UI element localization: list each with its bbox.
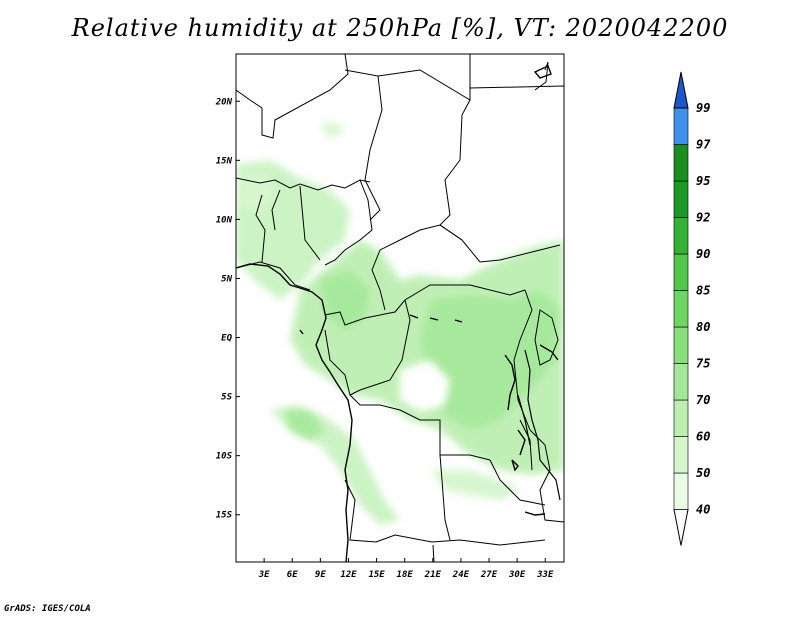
y-tick-label: 10S [216,452,233,462]
map-frame [235,53,565,563]
x-tick-label: 12E [340,570,357,580]
grads-credit: GrADS: IGES/COLA [4,604,91,614]
x-tick-label: 6E [287,570,298,580]
colorbar-segment [673,326,689,364]
colorbar-segment [673,399,689,437]
colorbar-segment [673,363,689,401]
x-tick-label: 3E [258,570,270,580]
y-tick-label: 5S [221,393,232,403]
humidity-dry-hole-2 [365,418,410,470]
y-tick-label: 20N [215,97,233,107]
colorbar-label: 90 [696,247,710,261]
y-tick-label: 15S [216,511,233,521]
y-tick-label: 10N [216,215,233,225]
y-axis-ticks: 20N 15N 10N 5N EQ 5S 10S 15S [215,97,240,521]
colorbar-segment [673,436,689,474]
colorbar-label: 85 [696,284,710,298]
humidity-core-2 [320,270,370,330]
colorbar-label: 40 [696,503,710,517]
y-tick-label: 15N [216,156,233,166]
colorbar: 40 50 60 70 75 80 85 90 92 95 97 99 [673,71,711,546]
y-tick-label: 5N [221,274,232,284]
humidity-region-north-patch [320,122,345,138]
colorbar-label: 92 [696,211,710,225]
colorbar-segment [673,217,689,255]
x-tick-label: 18E [397,570,414,580]
colorbar-segment [673,180,689,218]
colorbar-label: 50 [696,466,710,480]
colorbar-segment [673,107,689,145]
colorbar-over-arrow [673,71,689,109]
country-borders [236,54,564,562]
humidity-dry-hole [400,360,450,412]
colorbar-label: 60 [696,430,710,444]
x-tick-label: 24E [452,570,470,580]
x-axis-ticks: 3E 6E 9E 12E 15E 18E 21E 24E 27E 30E 33E [258,558,554,580]
x-tick-label: 9E [315,570,326,580]
colorbar-segment [673,290,689,328]
x-tick-label: 33E [536,570,554,580]
coastline [236,65,561,562]
humidity-core-3 [285,410,325,440]
colorbar-label: 70 [696,393,710,407]
y-tick-label: EQ [221,334,232,344]
colorbar-label: 80 [696,320,710,334]
colorbar-segment [673,144,689,182]
colorbar-under-arrow [673,509,689,546]
colorbar-label: 97 [696,138,711,152]
x-tick-label: 21E [424,570,442,580]
x-tick-label: 30E [508,570,526,580]
colorbar-label: 99 [696,101,710,115]
humidity-shading [236,122,564,525]
colorbar-label: 75 [696,357,710,371]
map-title: Relative humidity at 250hPa [%], VT: 202… [71,14,729,42]
colorbar-segment [673,472,689,510]
humidity-region-southeast [430,470,520,500]
humidity-region-northwest [236,170,275,215]
colorbar-segment [673,253,689,291]
colorbar-label: 95 [696,174,710,188]
x-tick-label: 27E [480,570,498,580]
x-tick-label: 15E [368,570,385,580]
humidity-core-1 [420,290,560,430]
